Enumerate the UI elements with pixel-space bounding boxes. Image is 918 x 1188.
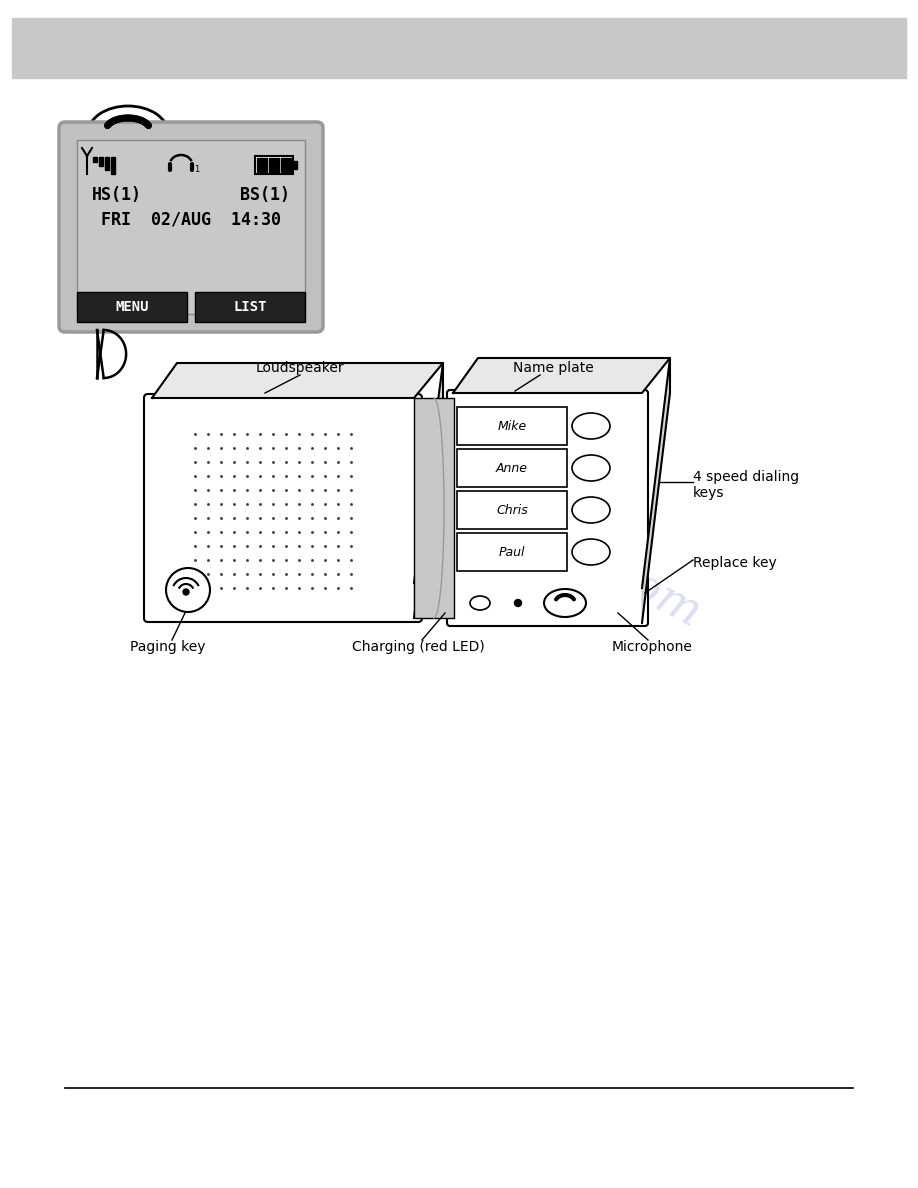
Text: FRI  02/AUG  14:30: FRI 02/AUG 14:30: [101, 211, 281, 229]
Ellipse shape: [572, 413, 610, 440]
Text: MENU: MENU: [116, 301, 149, 314]
FancyBboxPatch shape: [457, 449, 567, 487]
Circle shape: [514, 600, 521, 607]
FancyBboxPatch shape: [255, 156, 293, 173]
Polygon shape: [453, 358, 670, 393]
Bar: [257, 158, 267, 172]
Bar: [93, 157, 97, 162]
Ellipse shape: [572, 497, 610, 523]
Bar: [99, 157, 103, 166]
Circle shape: [114, 244, 122, 252]
Text: Replace key: Replace key: [693, 556, 777, 570]
Bar: [111, 157, 115, 173]
Bar: [281, 158, 291, 172]
Text: LIST: LIST: [233, 301, 267, 314]
FancyBboxPatch shape: [195, 292, 305, 322]
Text: 4 speed dialing
keys: 4 speed dialing keys: [693, 470, 800, 500]
Circle shape: [166, 568, 210, 612]
FancyBboxPatch shape: [457, 407, 567, 446]
Bar: [269, 158, 279, 172]
Bar: [12, 18, 906, 78]
Text: BS(1): BS(1): [240, 187, 290, 204]
Text: Anne: Anne: [496, 461, 528, 474]
Circle shape: [183, 589, 189, 595]
Polygon shape: [152, 364, 443, 398]
Ellipse shape: [470, 596, 490, 609]
Polygon shape: [642, 358, 670, 623]
Text: Paul: Paul: [498, 545, 525, 558]
FancyBboxPatch shape: [457, 533, 567, 571]
Polygon shape: [414, 364, 443, 618]
Bar: [105, 157, 109, 170]
Ellipse shape: [544, 589, 586, 617]
Text: Microphone: Microphone: [611, 640, 692, 655]
FancyBboxPatch shape: [77, 140, 305, 314]
Text: Mike: Mike: [498, 419, 527, 432]
Text: Chris: Chris: [496, 504, 528, 517]
Ellipse shape: [572, 455, 610, 481]
Text: Charging (red LED): Charging (red LED): [352, 640, 485, 655]
FancyBboxPatch shape: [414, 398, 454, 618]
FancyBboxPatch shape: [144, 394, 422, 623]
Text: Loudspeaker: Loudspeaker: [256, 361, 344, 375]
Bar: [293, 162, 297, 169]
Text: Paging key: Paging key: [130, 640, 206, 655]
Text: 1: 1: [194, 165, 199, 173]
Text: Name plate: Name plate: [512, 361, 593, 375]
FancyBboxPatch shape: [447, 390, 648, 626]
FancyBboxPatch shape: [77, 292, 187, 322]
Text: HS(1): HS(1): [92, 187, 142, 204]
Text: manualsbase.com: manualsbase.com: [311, 398, 709, 638]
FancyBboxPatch shape: [59, 122, 323, 331]
Ellipse shape: [572, 539, 610, 565]
FancyBboxPatch shape: [457, 491, 567, 529]
